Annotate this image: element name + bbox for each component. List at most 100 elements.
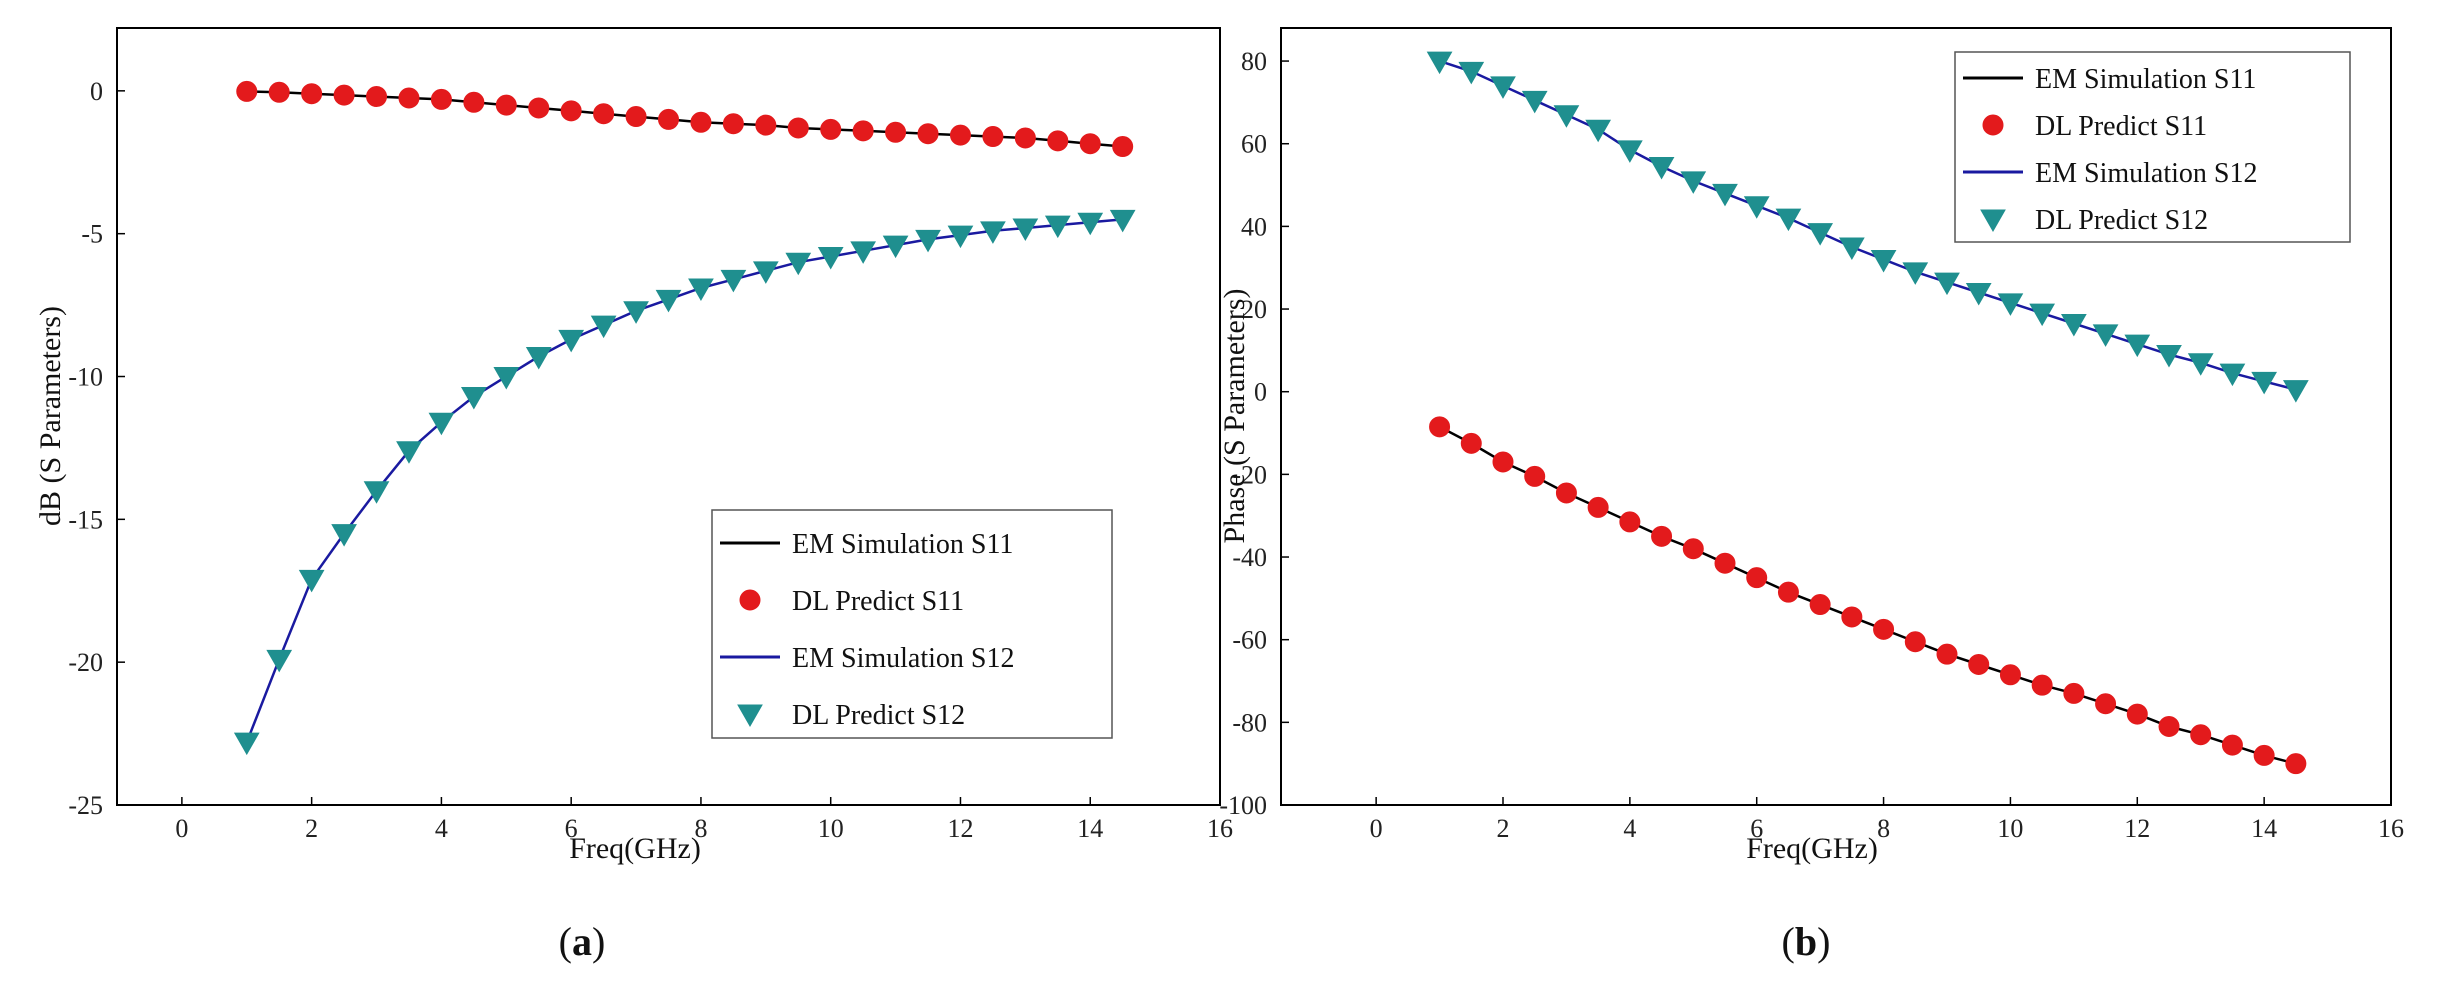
data-point-b-3 xyxy=(1680,171,1707,194)
series-layer-b xyxy=(1426,51,2309,775)
data-point-a-1 xyxy=(917,123,939,145)
data-point-b-1 xyxy=(2031,674,2053,696)
data-point-b-1 xyxy=(1873,618,1895,640)
x-tick-label-b: 4 xyxy=(1623,814,1636,843)
series-layer-a xyxy=(233,80,1136,756)
data-point-a-1 xyxy=(658,108,679,130)
legend-swatch-a-3 xyxy=(737,704,763,728)
series-line-a-2 xyxy=(245,218,1123,743)
caption-b: (b) xyxy=(1782,919,1831,964)
data-point-b-3 xyxy=(2282,380,2309,403)
legend-label-b-1: DL Predict S11 xyxy=(2035,111,2207,142)
data-point-a-3 xyxy=(882,235,909,259)
data-point-a-3 xyxy=(623,301,649,324)
caption-letter-a: a xyxy=(572,919,592,964)
data-point-b-3 xyxy=(1712,183,1738,207)
data-point-a-3 xyxy=(947,225,974,249)
x-tick-label-a: 12 xyxy=(947,814,973,843)
data-point-b-1 xyxy=(1587,496,1609,518)
data-point-b-1 xyxy=(2190,724,2212,746)
data-point-a-3 xyxy=(655,289,682,313)
data-point-a-3 xyxy=(266,649,293,673)
data-point-b-1 xyxy=(2221,734,2243,756)
chart-panel-b: 0 2 4 6 8 10 12 14 16 80 60 40 20 0 -20 -40 -60 -80 -100 F… xyxy=(1218,27,2404,964)
data-point-b-3 xyxy=(1490,76,1516,99)
series-line-b-2 xyxy=(1439,59,2297,391)
legend-label-b-3: DL Predict S12 xyxy=(2035,205,2208,236)
data-point-b-3 xyxy=(1997,293,2024,316)
data-point-a-1 xyxy=(430,88,452,110)
data-point-b-3 xyxy=(2219,363,2246,387)
data-point-b-1 xyxy=(1968,653,1990,675)
data-point-a-1 xyxy=(236,80,258,102)
data-point-b-3 xyxy=(1807,223,1834,246)
data-point-b-1 xyxy=(2158,715,2180,737)
x-tick-label-b: 10 xyxy=(1997,814,2023,843)
data-point-b-1 xyxy=(1809,594,1831,616)
data-point-a-3 xyxy=(460,387,487,410)
data-point-a-1 xyxy=(625,106,647,128)
series-line-b-0 xyxy=(1439,425,2297,765)
x-tick-label-a: 6 xyxy=(565,814,578,843)
data-point-b-1 xyxy=(1651,525,1673,547)
ticks-b: 0 2 4 6 8 10 12 14 16 80 60 40 20 0 -20 -40 -60 -80 -100 xyxy=(1219,47,2404,843)
y-tick-label-b: -40 xyxy=(1232,543,1267,572)
data-point-b-1 xyxy=(1429,416,1451,438)
data-point-b-3 xyxy=(2187,353,2214,376)
data-point-b-1 xyxy=(1777,581,1799,603)
data-point-a-3 xyxy=(363,481,390,504)
data-point-a-3 xyxy=(817,247,844,270)
data-point-a-3 xyxy=(1077,212,1104,236)
data-point-b-3 xyxy=(1553,105,1580,128)
data-point-b-3 xyxy=(2156,345,2182,368)
data-point-b-3 xyxy=(1426,51,1453,75)
data-point-a-3 xyxy=(396,441,422,464)
data-point-b-1 xyxy=(1714,552,1736,574)
data-point-a-1 xyxy=(301,83,323,105)
data-point-a-1 xyxy=(463,91,485,113)
data-point-b-1 xyxy=(1555,482,1577,504)
data-point-b-1 xyxy=(1460,432,1482,454)
x-tick-label-b: 6 xyxy=(1750,814,1763,843)
data-point-b-1 xyxy=(1904,631,1926,653)
data-point-a-3 xyxy=(590,315,617,339)
data-point-a-1 xyxy=(1112,136,1134,158)
data-point-a-1 xyxy=(1079,133,1101,155)
y-tick-label-b: 20 xyxy=(1241,295,1267,324)
data-point-a-1 xyxy=(982,126,1004,148)
data-point-a-1 xyxy=(885,121,907,143)
data-point-a-3 xyxy=(720,269,747,293)
data-point-b-3 xyxy=(1648,156,1675,180)
data-point-a-1 xyxy=(820,118,842,140)
data-point-b-3 xyxy=(1743,196,1770,219)
data-point-b-3 xyxy=(1521,90,1548,114)
data-point-b-3 xyxy=(1934,272,1960,296)
data-point-b-1 xyxy=(2063,682,2085,704)
x-tick-label-b: 2 xyxy=(1497,814,1510,843)
data-point-a-1 xyxy=(366,86,388,108)
legend-label-a-3: DL Predict S12 xyxy=(792,700,965,731)
data-point-b-3 xyxy=(2029,303,2056,327)
legend-box-a xyxy=(711,509,1113,739)
ticks-a: 0 2 4 6 8 10 12 14 16 0 -5 -10 -15 -20 -25 xyxy=(68,77,1233,843)
x-axis-label-a: Freq(GHz) xyxy=(569,832,701,865)
legend-swatch-a-1 xyxy=(739,589,761,611)
series-line-a-0 xyxy=(246,90,1123,148)
data-point-b-1 xyxy=(2253,744,2275,766)
data-point-b-1 xyxy=(2285,753,2307,775)
data-point-b-1 xyxy=(1492,451,1514,473)
x-tick-label-b: 8 xyxy=(1877,814,1890,843)
y-tick-label-a: -25 xyxy=(68,791,103,820)
data-point-b-3 xyxy=(2124,334,2151,358)
data-point-a-1 xyxy=(268,81,290,103)
caption-a: (a) xyxy=(559,919,606,964)
y-tick-label-b: 40 xyxy=(1241,212,1267,241)
data-point-b-3 xyxy=(1838,237,1865,261)
legend-swatch-b-1 xyxy=(1982,114,2004,136)
data-point-b-1 xyxy=(1746,567,1768,589)
data-point-a-1 xyxy=(1047,130,1069,152)
x-tick-label-b: 0 xyxy=(1370,814,1383,843)
data-point-a-1 xyxy=(722,113,744,135)
x-tick-label-a: 2 xyxy=(305,814,318,843)
data-point-b-3 xyxy=(1458,61,1485,85)
